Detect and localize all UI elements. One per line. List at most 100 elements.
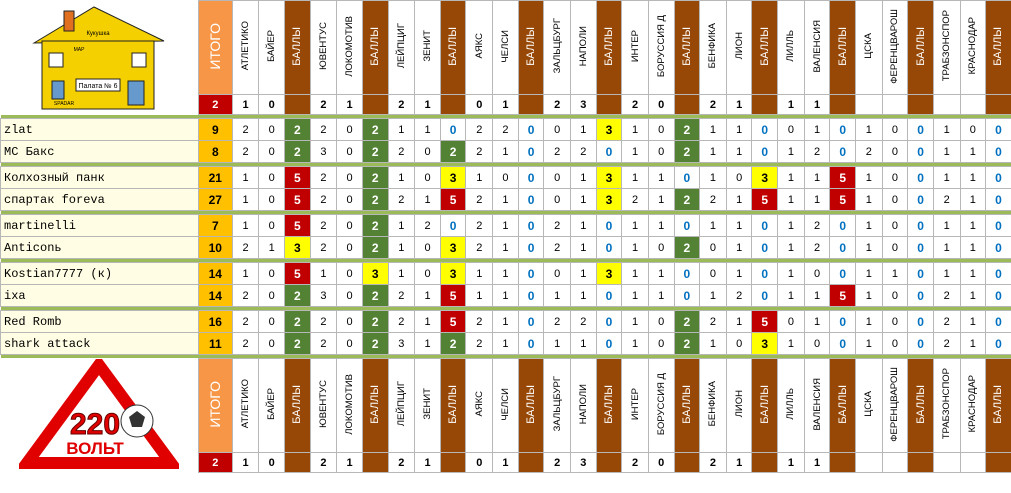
result-score: 1 xyxy=(803,94,831,115)
prediction-home: 2 xyxy=(932,188,961,211)
player-total: 10 xyxy=(197,236,233,259)
prediction-away: 0 xyxy=(725,332,753,355)
prediction-away: 0 xyxy=(492,166,519,189)
team-name: АЯКС xyxy=(473,33,485,59)
prediction-home: 1 xyxy=(777,188,805,211)
player-row: shark attack 11 2 0 2 2 0 2 3 1 2 2 1 0 1 1 0 1 0 2 1 0 3 1 0 0 1 0… xyxy=(0,332,1011,355)
prediction-home: 2 xyxy=(465,236,494,259)
prediction-points: 0 xyxy=(517,188,545,211)
result-score xyxy=(932,452,961,473)
team-header: ЦСКА xyxy=(854,358,883,453)
prediction-away: 1 xyxy=(725,262,753,285)
prediction-away: 0 xyxy=(881,214,909,237)
result-points-cell xyxy=(439,94,467,115)
prediction-away: 0 xyxy=(336,118,363,141)
prediction-points: 0 xyxy=(985,236,1011,259)
prediction-points: 3 xyxy=(439,236,467,259)
prediction-home: 2 xyxy=(309,118,338,141)
team-header: ЗАЛЬЦБУРГ xyxy=(543,358,571,453)
prediction-away: 2 xyxy=(803,236,831,259)
prediction-home: 1 xyxy=(777,284,805,307)
team-name: АТЛЕТИКО xyxy=(240,379,252,429)
prediction-home: 1 xyxy=(777,214,805,237)
prediction-points: 0 xyxy=(751,140,779,163)
team-name: ВАЛЕНСИЯ xyxy=(811,19,823,73)
prediction-home: 2 xyxy=(465,118,494,141)
prediction-home: 1 xyxy=(854,332,883,355)
prediction-home: 1 xyxy=(932,118,961,141)
team-header: КРАСНОДАР xyxy=(959,0,987,95)
result-points-cell xyxy=(985,452,1011,473)
prediction-points: 0 xyxy=(595,214,623,237)
points-header: БАЛЛЫ xyxy=(751,358,779,453)
prediction-points: 2 xyxy=(361,284,389,307)
prediction-away: 1 xyxy=(647,284,675,307)
team-header: ТРАБЗОНСПОР xyxy=(932,0,961,95)
prediction-home: 2 xyxy=(699,310,727,333)
points-header-label: БАЛЛЫ xyxy=(836,26,849,66)
prediction-home: 1 xyxy=(699,140,727,163)
prediction-home: 2 xyxy=(231,236,260,259)
prediction-home: 2 xyxy=(309,188,338,211)
prediction-points: 3 xyxy=(595,166,623,189)
prediction-points: 0 xyxy=(595,332,623,355)
prediction-away: 0 xyxy=(881,166,909,189)
prediction-away: 1 xyxy=(492,236,519,259)
result-points-cell xyxy=(673,452,701,473)
player-total: 14 xyxy=(197,262,233,285)
prediction-points: 0 xyxy=(517,118,545,141)
prediction-home: 1 xyxy=(465,166,494,189)
prediction-away: 1 xyxy=(725,214,753,237)
result-score: 1 xyxy=(492,94,519,115)
prediction-points: 0 xyxy=(829,262,856,285)
prediction-home: 2 xyxy=(387,140,416,163)
team-header: АТЛЕТИКО xyxy=(231,0,260,95)
prediction-away: 0 xyxy=(881,236,909,259)
prediction-away: 1 xyxy=(570,262,597,285)
player-name: MC Бакс xyxy=(0,140,199,163)
prediction-points: 0 xyxy=(673,166,701,189)
result-score: 3 xyxy=(570,452,597,473)
player-name: shark attack xyxy=(0,332,199,355)
points-header-label: БАЛЛЫ xyxy=(369,384,382,424)
result-score xyxy=(959,94,987,115)
prediction-away: 0 xyxy=(258,332,285,355)
team-name: ЗАЛЬЦБУРГ xyxy=(551,376,563,432)
result-score xyxy=(854,94,883,115)
house-base-text: SPADAR xyxy=(54,101,75,107)
player-row: спартак foreva 27 1 0 5 2 0 2 2 1 5 2 1 0 0 1 3 2 1 2 2 1 5 1 1 5… xyxy=(0,188,1011,211)
team-header: ЛОКОМОТИВ xyxy=(336,0,363,95)
prediction-points: 0 xyxy=(907,118,934,141)
volt-word: ВОЛЬТ xyxy=(66,439,124,458)
prediction-away: 1 xyxy=(492,188,519,211)
prediction-points: 3 xyxy=(439,166,467,189)
result-points-cell xyxy=(985,94,1011,115)
points-header-label: БАЛЛЫ xyxy=(836,384,849,424)
prediction-points: 0 xyxy=(439,214,467,237)
prediction-away: 0 xyxy=(258,140,285,163)
prediction-away: 1 xyxy=(725,236,753,259)
points-header-label: БАЛЛЫ xyxy=(447,384,460,424)
prediction-away: 1 xyxy=(492,310,519,333)
prediction-home: 1 xyxy=(854,214,883,237)
total-header: ИТОГО xyxy=(197,0,233,95)
prediction-away: 1 xyxy=(803,188,831,211)
prediction-home: 2 xyxy=(387,284,416,307)
team-header: АТЛЕТИКО xyxy=(231,358,260,453)
prediction-home: 2 xyxy=(231,140,260,163)
result-score xyxy=(932,94,961,115)
prediction-away: 1 xyxy=(803,310,831,333)
prediction-points: 0 xyxy=(907,140,934,163)
team-header: ЛИЛЛЬ xyxy=(777,358,805,453)
prediction-points: 0 xyxy=(907,284,934,307)
result-score xyxy=(854,452,883,473)
prediction-away: 1 xyxy=(959,188,987,211)
points-header: БАЛЛЫ xyxy=(673,0,701,95)
prediction-away: 0 xyxy=(647,140,675,163)
result-score xyxy=(881,94,909,115)
prediction-away: 1 xyxy=(725,188,753,211)
prediction-points: 2 xyxy=(361,236,389,259)
prediction-home: 2 xyxy=(543,236,571,259)
prediction-home: 2 xyxy=(231,118,260,141)
prediction-points: 2 xyxy=(284,332,311,355)
